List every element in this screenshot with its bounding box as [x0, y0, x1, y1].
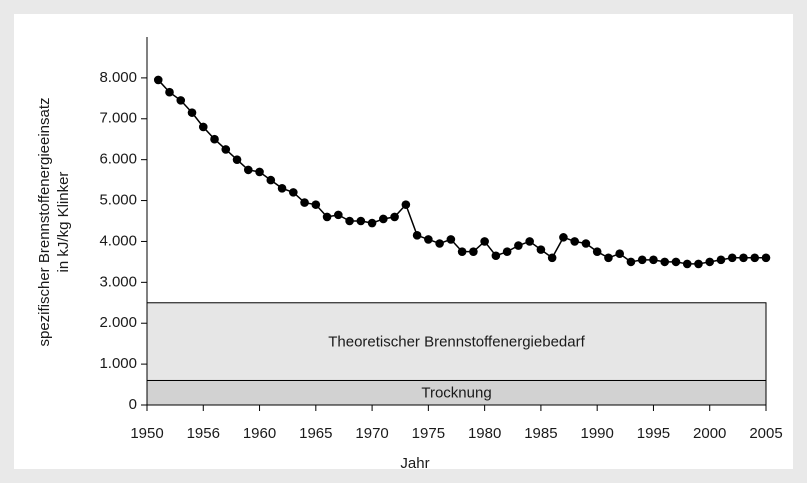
x-tick-label: 2005 [749, 425, 782, 442]
point [255, 167, 264, 177]
point [469, 247, 478, 256]
point [671, 257, 681, 267]
point [727, 253, 737, 263]
y-tick-label: 4.000 [99, 232, 137, 249]
point [750, 253, 760, 263]
point [637, 255, 647, 265]
point [243, 165, 253, 175]
x-tick-label: 1995 [637, 425, 670, 442]
x-tick-label: 1965 [299, 425, 332, 442]
point [547, 253, 557, 263]
point [345, 216, 354, 226]
point [739, 253, 748, 263]
point [649, 255, 658, 265]
y-tick-label: 2.000 [99, 314, 137, 331]
point [626, 257, 636, 267]
point [412, 231, 422, 240]
point [457, 247, 467, 256]
point [615, 249, 624, 259]
y-tick-label: 5.000 [99, 192, 137, 209]
y-tick-label: 1.000 [99, 355, 137, 372]
point [570, 237, 579, 246]
point [716, 255, 726, 265]
point [176, 96, 186, 105]
point [514, 241, 523, 250]
point [311, 200, 321, 209]
x-tick-label: 1970 [355, 425, 388, 442]
point [694, 259, 703, 269]
point [581, 239, 591, 248]
point [300, 198, 309, 207]
point [334, 210, 343, 220]
x-tick-label: 1956 [187, 425, 220, 442]
point [705, 257, 715, 267]
band-label: Trocknung [421, 385, 491, 402]
y-axis-label: spezifischer Brennstoffenergieeinsatz [36, 97, 53, 346]
y-tick-label: 7.000 [99, 110, 137, 127]
point [559, 233, 568, 242]
point [761, 253, 771, 263]
y-axis-label: in kJ/kg Klinker [55, 172, 72, 273]
x-tick-label: 1950 [130, 425, 163, 442]
point [682, 259, 692, 269]
point [424, 235, 433, 244]
point [356, 216, 366, 226]
point [502, 247, 512, 256]
point [153, 75, 163, 85]
point [435, 239, 444, 248]
point [446, 235, 456, 244]
x-tick-label: 2000 [693, 425, 726, 442]
y-tick-label: 6.000 [99, 151, 137, 168]
point [198, 122, 208, 132]
x-tick-label: 1985 [524, 425, 557, 442]
point [660, 257, 670, 267]
point [289, 188, 298, 197]
y-tick-label: 0 [129, 396, 137, 413]
point [525, 237, 534, 246]
point [379, 214, 388, 224]
point [277, 183, 287, 193]
x-tick-label: 1960 [243, 425, 276, 442]
point [390, 212, 399, 222]
point [491, 251, 501, 261]
point [221, 145, 231, 154]
x-tick-label: 1990 [580, 425, 613, 442]
point [266, 175, 276, 185]
point [210, 134, 219, 144]
x-tick-label: 1980 [468, 425, 501, 442]
y-tick-label: 3.000 [99, 273, 137, 290]
point [367, 218, 377, 228]
point [187, 108, 197, 117]
point [536, 245, 546, 254]
y-tick-label: 8.000 [99, 69, 137, 86]
point [401, 200, 411, 209]
point [165, 87, 174, 97]
x-axis-label: Jahr [400, 455, 429, 472]
point [322, 212, 332, 222]
point [604, 253, 613, 263]
point [232, 155, 242, 164]
band-label: Theoretischer Brennstoffenergiebedarf [328, 334, 585, 351]
point [592, 247, 602, 256]
point [480, 237, 489, 246]
band [146, 302, 767, 381]
x-tick-label: 1975 [412, 425, 445, 442]
